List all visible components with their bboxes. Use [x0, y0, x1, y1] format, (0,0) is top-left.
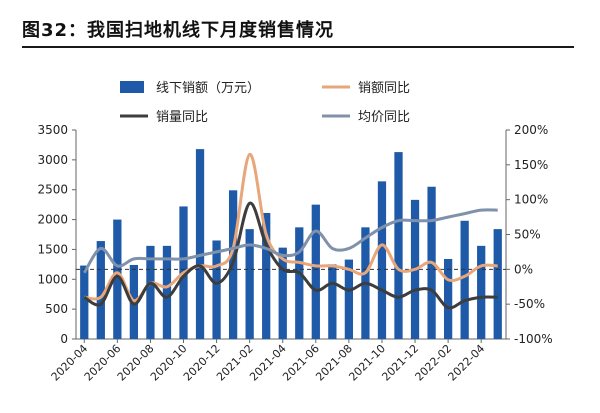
legend-label: 销额同比 [358, 81, 410, 96]
bar [80, 265, 89, 339]
right-tick-label: 100% [514, 193, 548, 207]
bar [443, 258, 453, 339]
bar [146, 245, 155, 339]
right-tick-label: -50% [514, 297, 545, 311]
right-tick-label: -100% [514, 332, 553, 346]
bar [377, 181, 387, 339]
left-tick-label: 2000 [37, 213, 68, 227]
x-tick-label: 2022-04 [446, 342, 488, 384]
bar [493, 229, 502, 339]
bar [311, 204, 320, 339]
bar [195, 149, 205, 339]
price-yoy-line [82, 208, 498, 274]
bar [245, 229, 254, 339]
left-tick-label: 500 [45, 302, 68, 316]
right-tick-label: 150% [514, 158, 548, 172]
title-rule [22, 46, 574, 48]
bar [212, 240, 221, 339]
left-tick-label: 0 [60, 332, 68, 346]
volume-yoy-line [83, 201, 498, 310]
right-tick-label: 200% [514, 123, 548, 137]
bar [344, 259, 354, 339]
bar [295, 227, 304, 339]
bar [477, 245, 486, 339]
left-tick-label: 3500 [37, 123, 68, 137]
right-tick-label: 0% [514, 262, 533, 276]
bar [96, 241, 105, 339]
left-tick-label: 3000 [37, 153, 68, 167]
bar [460, 220, 469, 339]
bar [113, 219, 122, 339]
bar [162, 245, 172, 339]
figure-title: 图32：我国扫地机线下月度销售情况 [22, 20, 335, 41]
bar [328, 264, 337, 339]
left-tick-label: 2500 [37, 183, 68, 197]
bar [278, 247, 287, 339]
left-tick-label: 1000 [37, 272, 68, 286]
bar [262, 213, 271, 339]
legend-label: 销量同比 [156, 110, 208, 125]
bar [394, 152, 403, 339]
left-tick-label: 1500 [37, 242, 68, 256]
legend-label: 均价同比 [358, 110, 410, 125]
right-tick-label: 50% [514, 228, 541, 242]
legend-label: 线下销额（万元） [156, 81, 260, 96]
legend-swatch-bar [120, 81, 144, 93]
